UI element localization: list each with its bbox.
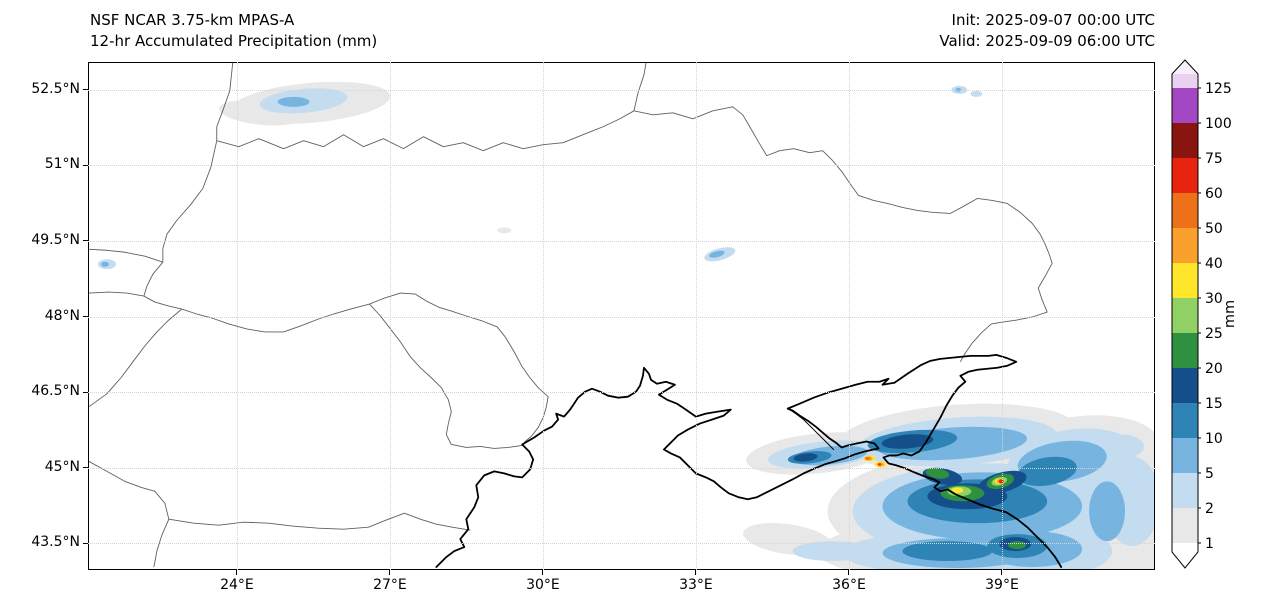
lon-tick-mark bbox=[1001, 570, 1003, 575]
lon-tick-label: 36°E bbox=[832, 577, 866, 593]
product-title: 12-hr Accumulated Precipitation (mm) bbox=[90, 32, 378, 50]
colorbar-tick-label: 15 bbox=[1205, 396, 1223, 412]
gridline-lat bbox=[88, 543, 1155, 545]
colorbar-over-arrow bbox=[1172, 60, 1198, 74]
border-romania-bulgaria bbox=[168, 512, 471, 531]
map-canvas bbox=[89, 63, 1154, 569]
gridline-lon bbox=[542, 62, 544, 570]
colorbar-under-arrow bbox=[1172, 552, 1198, 568]
init-time: Init: 2025-09-07 00:00 UTC bbox=[951, 11, 1155, 29]
colorbar-tick-label: 1 bbox=[1205, 536, 1214, 552]
lon-tick-label: 24°E bbox=[220, 577, 254, 593]
gridline-lat bbox=[88, 89, 1155, 91]
colorbar-unit-label: mm bbox=[1222, 300, 1238, 328]
lon-tick-label: 27°E bbox=[373, 577, 407, 593]
lat-tick-mark bbox=[83, 164, 88, 166]
lat-tick-label: 48°N bbox=[44, 307, 80, 324]
lat-tick-label: 49.5°N bbox=[31, 231, 80, 248]
lat-tick-mark bbox=[83, 542, 88, 544]
gridline-lat bbox=[88, 316, 1155, 318]
border-serbia-romania bbox=[89, 461, 170, 520]
gridline-lon bbox=[236, 62, 238, 570]
gridline-lat bbox=[88, 467, 1155, 469]
border-moldova-romania bbox=[369, 303, 452, 445]
border-poland-belarus bbox=[216, 63, 234, 141]
title-block: NSF NCAR 3.75-km MPAS-A 12-hr Accumulate… bbox=[90, 10, 377, 52]
border-slovakia-ukraine bbox=[143, 261, 164, 297]
colorbar-tick-label: 50 bbox=[1205, 221, 1223, 237]
colorbar-tick-label: 75 bbox=[1205, 151, 1223, 167]
lat-tick-label: 45°N bbox=[44, 458, 80, 475]
gridline-lon bbox=[389, 62, 391, 570]
border-moldova-ukraine bbox=[369, 292, 549, 446]
coastlines bbox=[435, 353, 1063, 568]
border-poland-ukraine bbox=[162, 140, 218, 263]
colorbar-tick-label: 60 bbox=[1205, 186, 1223, 202]
border-hungary-ukraine bbox=[143, 295, 182, 310]
border-romania-ukraine bbox=[181, 303, 370, 333]
lon-tick-label: 33°E bbox=[679, 577, 713, 593]
lon-tick-label: 30°E bbox=[526, 577, 560, 593]
lat-tick-label: 46.5°N bbox=[31, 383, 80, 400]
lat-tick-label: 43.5°N bbox=[31, 534, 80, 551]
lat-tick-label: 51°N bbox=[44, 156, 80, 173]
model-title: NSF NCAR 3.75-km MPAS-A bbox=[90, 11, 295, 29]
border-belarus-russia bbox=[633, 63, 647, 111]
border-ukraine-russia bbox=[633, 106, 1053, 363]
colorbar-tick-label: 10 bbox=[1205, 431, 1223, 447]
lat-tick-mark bbox=[83, 316, 88, 317]
gridline-lat bbox=[88, 240, 1155, 242]
gridline-lon bbox=[1001, 62, 1003, 570]
border-serbia-bulgaria bbox=[153, 519, 170, 568]
gridline-lat bbox=[88, 165, 1155, 167]
gridline-lon bbox=[848, 62, 850, 570]
gridline-lat bbox=[88, 392, 1155, 394]
colorbar-tick-label: 125 bbox=[1205, 81, 1232, 97]
time-block: Init: 2025-09-07 00:00 UTC Valid: 2025-0… bbox=[939, 10, 1155, 52]
map-plot-area bbox=[88, 62, 1155, 570]
precip-layer bbox=[97, 81, 1154, 569]
lon-tick-mark bbox=[542, 570, 544, 575]
lat-tick-mark bbox=[83, 391, 88, 393]
colorbar-tick-label: 30 bbox=[1205, 291, 1223, 307]
lat-tick-label: 52.5°N bbox=[31, 80, 80, 97]
colorbar-tick-label: 20 bbox=[1205, 361, 1223, 377]
colorbar-tick-label: 100 bbox=[1205, 116, 1232, 132]
border-belarus-ukraine bbox=[216, 110, 635, 152]
colorbar-outline bbox=[1171, 59, 1199, 569]
precip-fill-50 bbox=[865, 456, 871, 460]
lat-tick-mark bbox=[83, 467, 88, 469]
colorbar-tick-label: 25 bbox=[1205, 326, 1223, 342]
gridline-lon bbox=[695, 62, 697, 570]
arabat-spit-coastline bbox=[789, 409, 835, 450]
colorbar-tick-label: 2 bbox=[1205, 501, 1214, 517]
lon-tick-mark bbox=[389, 570, 391, 575]
lon-tick-mark bbox=[236, 570, 238, 575]
valid-time: Valid: 2025-09-09 06:00 UTC bbox=[939, 32, 1155, 50]
lon-tick-label: 39°E bbox=[985, 577, 1019, 593]
lat-tick-mark bbox=[83, 89, 88, 91]
border-poland-slovakia bbox=[89, 248, 164, 263]
lon-tick-mark bbox=[848, 570, 850, 575]
lon-tick-mark bbox=[695, 570, 697, 575]
colorbar-tick-label: 5 bbox=[1205, 466, 1214, 482]
lat-tick-mark bbox=[83, 240, 88, 242]
border-hungary-slovakia bbox=[89, 291, 144, 297]
border-hungary-romania bbox=[89, 308, 183, 408]
black-sea-coastline bbox=[435, 353, 1063, 568]
colorbar-tick-label: 40 bbox=[1205, 256, 1223, 272]
border-romania-danube bbox=[451, 444, 523, 449]
